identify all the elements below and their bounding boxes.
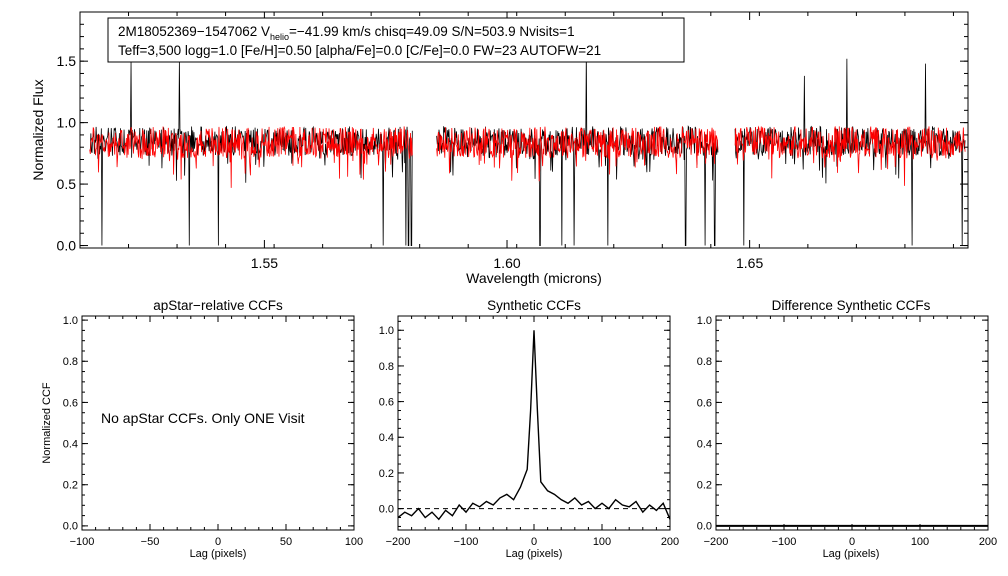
y-tick-label: 0.8 — [697, 356, 712, 368]
y-tick-label: 0.2 — [63, 480, 78, 492]
y-tick-label: 0.2 — [697, 480, 712, 492]
x-tick-label: 100 — [593, 536, 611, 548]
y-tick-label: 1.0 — [63, 315, 78, 327]
synthetic-xlabel: Lag (pixels) — [506, 548, 563, 560]
y-tick-label: 0.8 — [379, 361, 394, 373]
x-tick-label: −50 — [141, 536, 160, 548]
y-tick-label: 1.0 — [697, 315, 712, 327]
x-tick-label: 0 — [531, 536, 537, 548]
y-tick-label: 0.0 — [57, 237, 77, 253]
apstar-annotation: No apStar CCFs. Only ONE Visit — [101, 410, 305, 426]
x-tick-label: 100 — [911, 536, 929, 548]
apstar-ccf-panel: apStar−relative CCFs −100 −50 0 50 100 0.0 0.2… — [41, 298, 363, 560]
x-tick-label: 1.65 — [736, 255, 763, 271]
spectrum-ylabel: Normalized Flux — [30, 79, 46, 180]
spectrum-axes-frame — [79, 11, 969, 249]
model-spectrum-line — [436, 126, 719, 182]
info-line-1: 2M18052369−1547062 Vhelio=−41.99 km/s ch… — [118, 24, 575, 42]
y-tick-label: 1.0 — [379, 325, 394, 337]
apstar-ylabel: Normalized CCF — [41, 382, 53, 464]
y-tick-label: 0.0 — [697, 521, 712, 533]
x-tick-label: 0 — [849, 536, 855, 548]
info-box-frame — [107, 17, 685, 63]
x-tick-label: 50 — [280, 536, 292, 548]
model-spectrum-line — [734, 125, 966, 186]
model-spectrum-line — [89, 125, 413, 188]
y-tick-label: 0.4 — [379, 432, 394, 444]
difference-xlabel: Lag (pixels) — [823, 548, 880, 560]
y-tick-label: 1.0 — [57, 115, 77, 131]
synthetic-ccf-panel: Synthetic CCFs −200 −100 0 100 200 0.0 0.2 0.4 0… — [379, 298, 679, 560]
info-stats: =−41.99 km/s chisq=49.09 S/N=503.9 Nvisi… — [289, 24, 575, 39]
x-tick-label: 200 — [661, 536, 679, 548]
info-line-2: Teff=3,500 logg=1.0 [Fe/H]=0.50 [alpha/F… — [118, 43, 601, 58]
x-tick-label: −200 — [704, 536, 729, 548]
apstar-ccf-title: apStar−relative CCFs — [153, 298, 283, 313]
spectrum-panel: 1.55 1.60 1.65 0.0 0.5 1.0 1.5 2M18052369−1547… — [30, 11, 969, 286]
y-tick-label: 0.0 — [63, 521, 78, 533]
x-tick-label: −200 — [386, 536, 411, 548]
difference-ccf-title: Difference Synthetic CCFs — [772, 298, 931, 313]
y-tick-label: 0.6 — [63, 397, 78, 409]
info-vhelio-subscript: helio — [270, 32, 289, 42]
x-tick-label: −100 — [454, 536, 479, 548]
y-tick-label: 0.0 — [379, 503, 394, 515]
y-tick-label: 0.6 — [697, 397, 712, 409]
x-tick-label: 0 — [215, 536, 221, 548]
y-tick-label: 0.4 — [63, 438, 78, 450]
apstar-xlabel: Lag (pixels) — [190, 548, 247, 560]
x-tick-label: 1.60 — [493, 255, 520, 271]
spectrum-xlabel: Wavelength (microns) — [466, 270, 602, 286]
y-tick-label: 0.2 — [379, 468, 394, 480]
y-tick-label: 0.5 — [57, 176, 77, 192]
x-tick-label: 100 — [345, 536, 363, 548]
x-tick-label: −100 — [70, 536, 95, 548]
x-tick-label: 200 — [979, 536, 997, 548]
x-tick-label: −100 — [772, 536, 797, 548]
info-box: 2M18052369−1547062 Vhelio=−41.99 km/s ch… — [107, 17, 685, 63]
x-tick-label: 1.55 — [251, 255, 278, 271]
synthetic-ccf-line — [397, 330, 671, 521]
y-tick-label: 0.4 — [697, 438, 712, 450]
difference-ccf-panel: Difference Synthetic CCFs −200 −100 0 100 20… — [697, 298, 997, 560]
y-tick-label: 1.5 — [57, 53, 77, 69]
y-tick-label: 0.6 — [379, 396, 394, 408]
synthetic-ccf-title: Synthetic CCFs — [487, 298, 581, 313]
info-star-id: 2M18052369−1547062 V — [118, 24, 270, 39]
y-tick-label: 0.8 — [63, 356, 78, 368]
